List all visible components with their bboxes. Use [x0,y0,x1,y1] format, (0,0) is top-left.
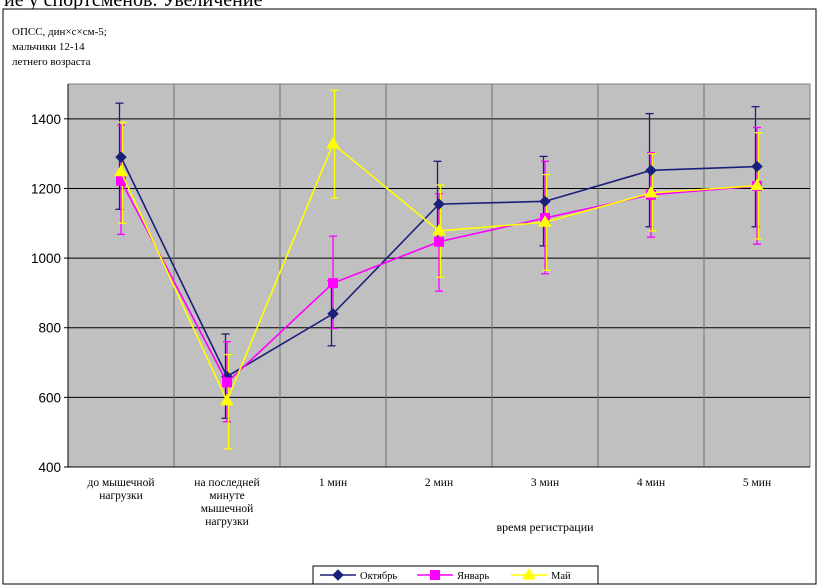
note-line-3: летнего возраста [12,56,91,68]
point-0-0 [115,151,127,163]
series-0 [115,151,763,383]
y-tick-label-600: 600 [38,390,61,405]
y-tick-label-1000: 1000 [31,251,61,266]
x-tick-label-1-2: мышечной [201,503,254,515]
point-0-6 [751,160,763,173]
point-2-6 [750,178,764,191]
x-axis-title: время регистрации [496,520,594,534]
point-0-3 [433,198,445,210]
note-line-2: мальчики 12-14 [12,41,85,53]
legend-marker-1 [430,570,440,580]
y-axis-ticks: 400 600 800 1000 1200 1400 [31,112,68,475]
point-0-5 [645,164,657,177]
point-2-2 [326,136,340,149]
point-2-3 [432,223,446,236]
document-heading: ие у спортсменов. Увеличение [4,0,263,11]
legend-label-0: Октябрь [360,571,397,582]
series [114,89,764,450]
legend-label-2: Май [551,571,571,582]
legend-marker-0 [332,569,344,581]
x-tick-label-2-0: 1 мин [319,477,347,489]
point-1-3 [434,236,444,247]
x-tick-label-4-0: 3 мин [531,477,559,489]
y-tick-label-1400: 1400 [31,112,61,127]
x-tick-label-5-0: 4 мин [637,477,665,489]
y-tick-label-1200: 1200 [31,181,61,196]
x-tick-label-0-0: до мышечной [88,477,155,489]
x-tick-label-1-0: на последней [194,477,259,489]
legend-label-1: Январь [457,571,489,582]
series-2 [114,136,764,406]
point-0-2 [327,308,339,320]
grid [67,84,810,468]
point-2-0 [114,164,128,177]
point-1-2 [328,278,338,289]
x-tick-label-3-0: 2 мин [425,477,453,489]
legend-marker-2 [522,568,536,580]
x-tick-label-1-1: минуте [209,490,244,502]
point-0-4 [539,195,551,208]
point-2-4 [538,215,552,227]
x-tick-label-0-1: нагрузки [99,490,143,502]
point-2-1 [220,393,234,406]
note-line-1: ОПСС, дин×с×см-5; [12,26,107,38]
point-1-1 [222,377,232,388]
y-tick-label-800: 800 [38,321,61,336]
x-tick-label-6-0: 5 мин [743,477,771,489]
legend: Октябрь Январь Май [312,565,599,585]
point-2-5 [644,186,658,198]
y-tick-label-400: 400 [38,460,61,475]
x-tick-label-1-3: нагрузки [205,516,249,528]
